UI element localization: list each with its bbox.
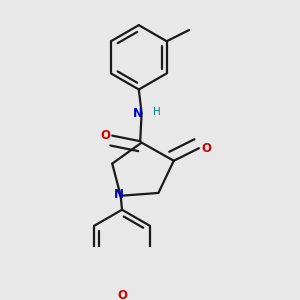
- Text: N: N: [132, 107, 142, 120]
- Text: N: N: [114, 188, 124, 201]
- Text: O: O: [100, 129, 110, 142]
- Text: H: H: [153, 107, 161, 117]
- Text: O: O: [201, 142, 211, 155]
- Text: O: O: [117, 289, 127, 300]
